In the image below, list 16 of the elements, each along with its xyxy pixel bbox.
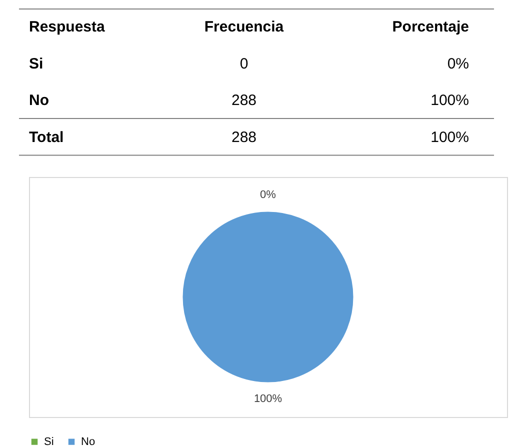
legend-label: Si [44, 436, 54, 448]
text: 288 [231, 92, 257, 110]
text: Si [29, 55, 44, 72]
text: No [29, 92, 49, 110]
text: Total [29, 128, 64, 146]
text: Porcentaje [392, 18, 469, 36]
legend-label: No [81, 436, 96, 448]
text: Frecuencia [204, 18, 284, 36]
text: 288 [231, 128, 257, 146]
text: 0 [240, 55, 248, 72]
text: 0% [447, 55, 469, 72]
text: 100% [430, 92, 469, 110]
text: 100% [430, 128, 469, 146]
data-label: 100% [254, 393, 282, 405]
text: 0% [260, 189, 276, 201]
text: Respuesta [29, 18, 106, 36]
